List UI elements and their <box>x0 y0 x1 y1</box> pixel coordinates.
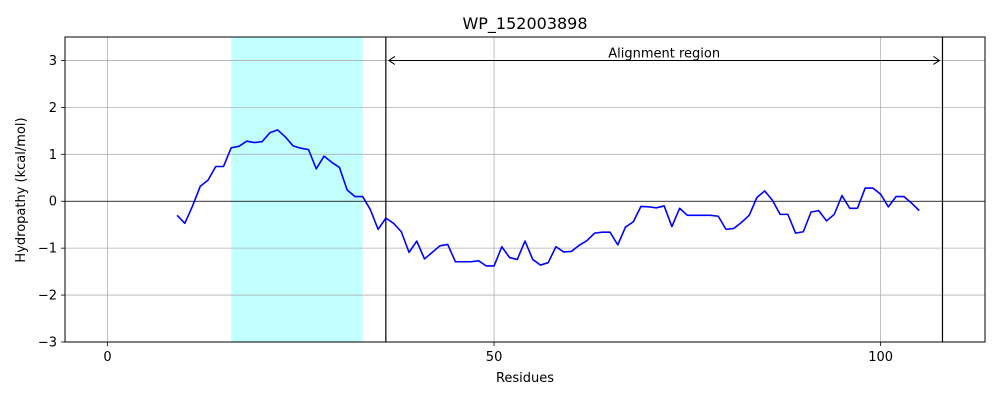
alignment-region: Alignment region <box>385 37 944 342</box>
x-axis-label: Residues <box>496 371 554 386</box>
y-axis-label: Hydropathy (kcal/mol) <box>14 117 29 262</box>
y-tick-label: 2 <box>49 101 57 116</box>
y-axis-ticks: −3 −2 −1 0 1 2 3 <box>38 54 65 351</box>
alignment-region-label: Alignment region <box>608 46 720 61</box>
alignment-arrow-left-head <box>387 56 396 65</box>
hydropathy-series-line <box>176 129 920 267</box>
alignment-arrow-right-head <box>933 56 941 65</box>
x-tick-label: 0 <box>103 350 111 365</box>
y-tick-label: 0 <box>49 195 57 210</box>
plot-frame <box>64 36 986 343</box>
chart-title: WP_152003898 <box>462 14 587 34</box>
y-tick-label: −1 <box>38 242 57 257</box>
y-tick-label: −2 <box>38 289 57 304</box>
x-tick-label: 100 <box>868 350 893 365</box>
y-tick-label: 3 <box>49 54 57 69</box>
highlight-band <box>231 37 363 342</box>
x-tick-label: 50 <box>486 350 503 365</box>
x-axis-ticks: 0 50 100 <box>103 342 893 365</box>
y-tick-label: 1 <box>49 148 57 163</box>
grid <box>65 37 985 343</box>
series-group <box>176 129 920 267</box>
y-tick-label: −3 <box>38 336 57 351</box>
highlight-region <box>231 37 363 342</box>
